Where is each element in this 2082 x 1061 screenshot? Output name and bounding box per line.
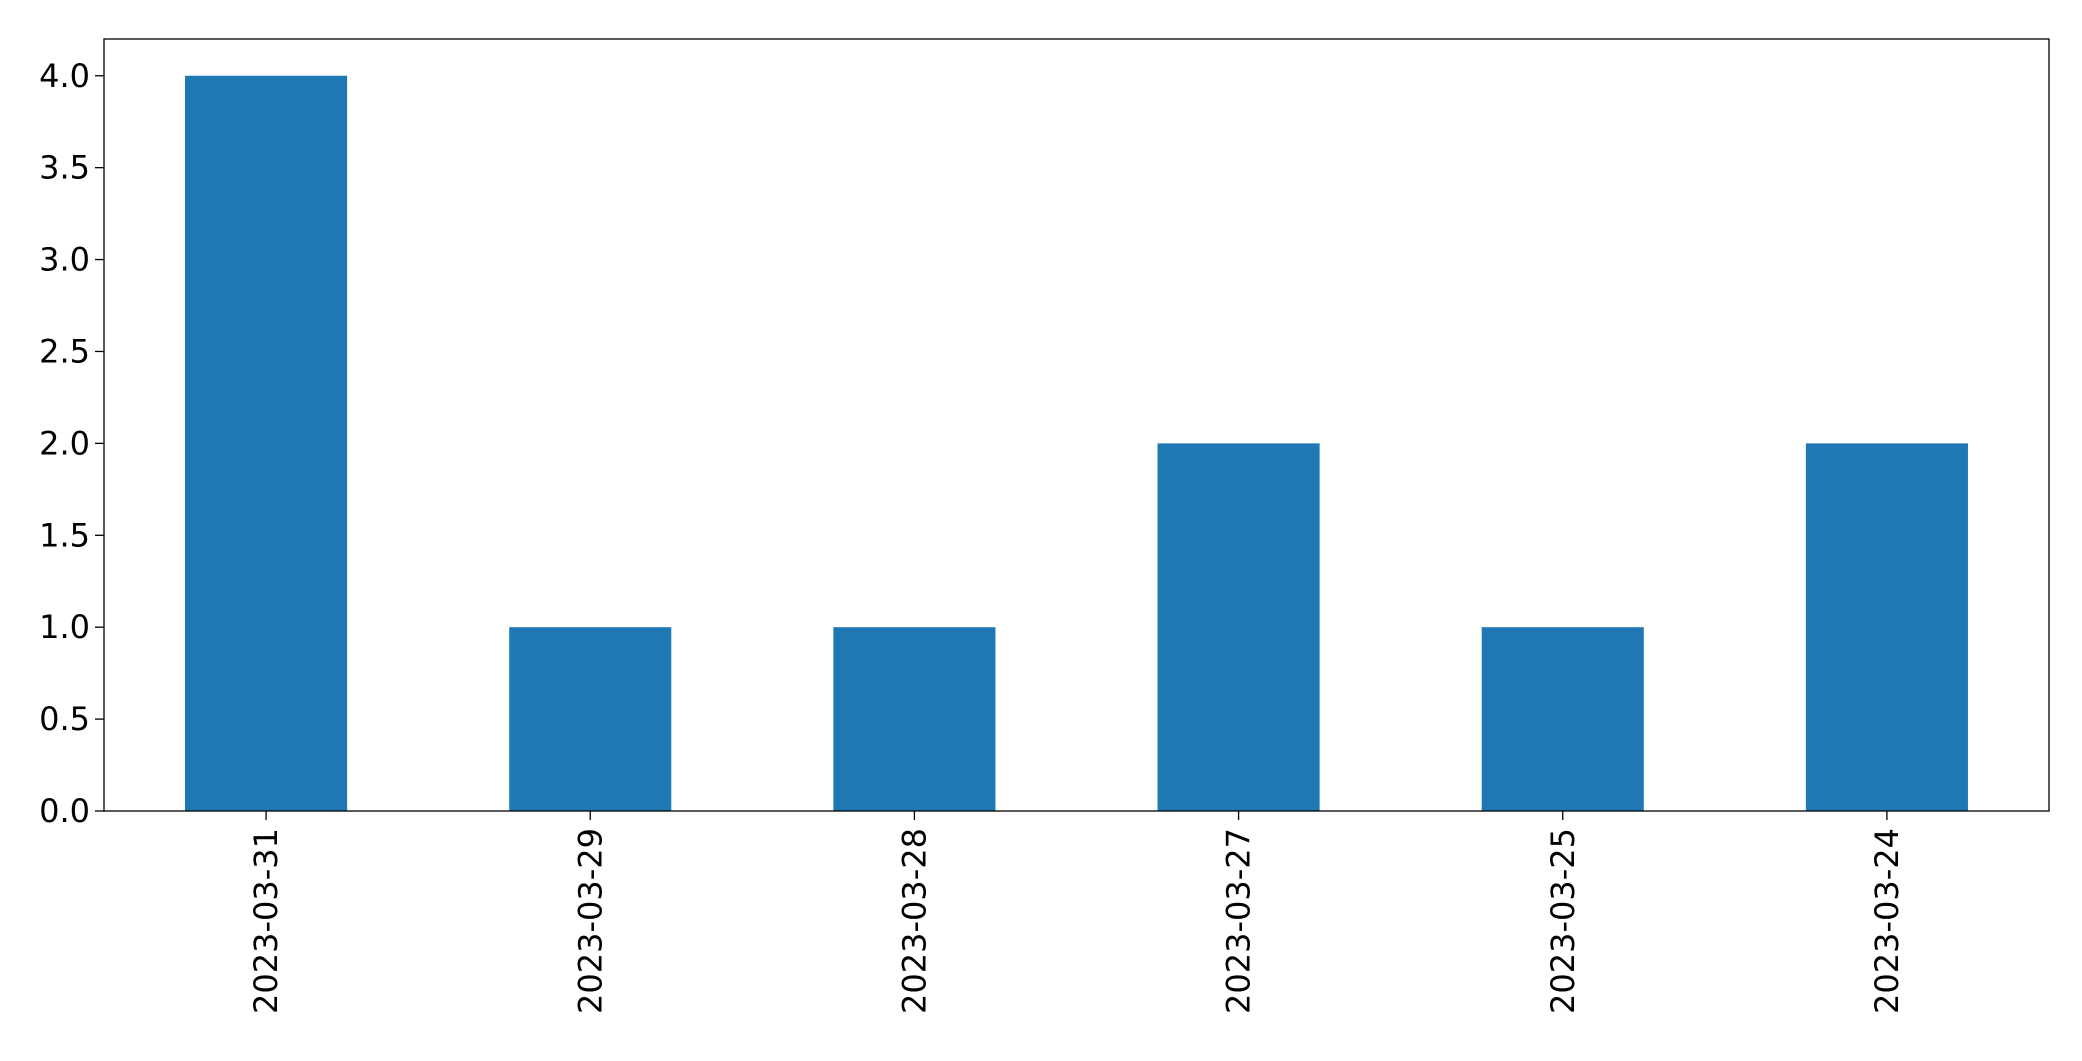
- plot-frame: [103, 38, 2050, 812]
- x-tick-label: 2023-03-27: [1220, 828, 1258, 1014]
- bar-2023-03-27: [1157, 443, 1320, 811]
- y-tick-label: 2.5: [39, 332, 90, 370]
- x-tick-label: 2023-03-25: [1544, 828, 1582, 1014]
- y-tick-label: 3.0: [39, 241, 90, 279]
- y-tick-label: 2.0: [39, 424, 90, 462]
- bar-2023-03-29: [509, 627, 672, 811]
- x-tick-label: 2023-03-29: [571, 828, 609, 1014]
- y-tick-label: 1.5: [39, 516, 90, 554]
- x-tick-label: 2023-03-28: [895, 828, 933, 1014]
- y-axis: 0.0 0.5 1.0 1.5 2.0 2.5 3.0 3.5 4.0: [39, 57, 104, 830]
- x-tick-label: 2023-03-24: [1868, 828, 1906, 1014]
- y-tick-label: 4.0: [39, 57, 90, 95]
- x-axis: 2023-03-31 2023-03-29 2023-03-28 2023-03-27…: [247, 811, 1906, 1014]
- bar-2023-03-24: [1805, 443, 1968, 811]
- y-tick-label: 0.0: [39, 792, 90, 830]
- x-tick-label: 2023-03-31: [247, 828, 285, 1014]
- y-tick-label: 1.0: [39, 608, 90, 646]
- bar-2023-03-28: [833, 627, 996, 811]
- bar-2023-03-25: [1481, 627, 1644, 811]
- y-tick-label: 3.5: [39, 149, 90, 187]
- bars-group: [185, 75, 1968, 811]
- y-tick-label: 0.5: [39, 700, 90, 738]
- bar-2023-03-31: [185, 75, 348, 811]
